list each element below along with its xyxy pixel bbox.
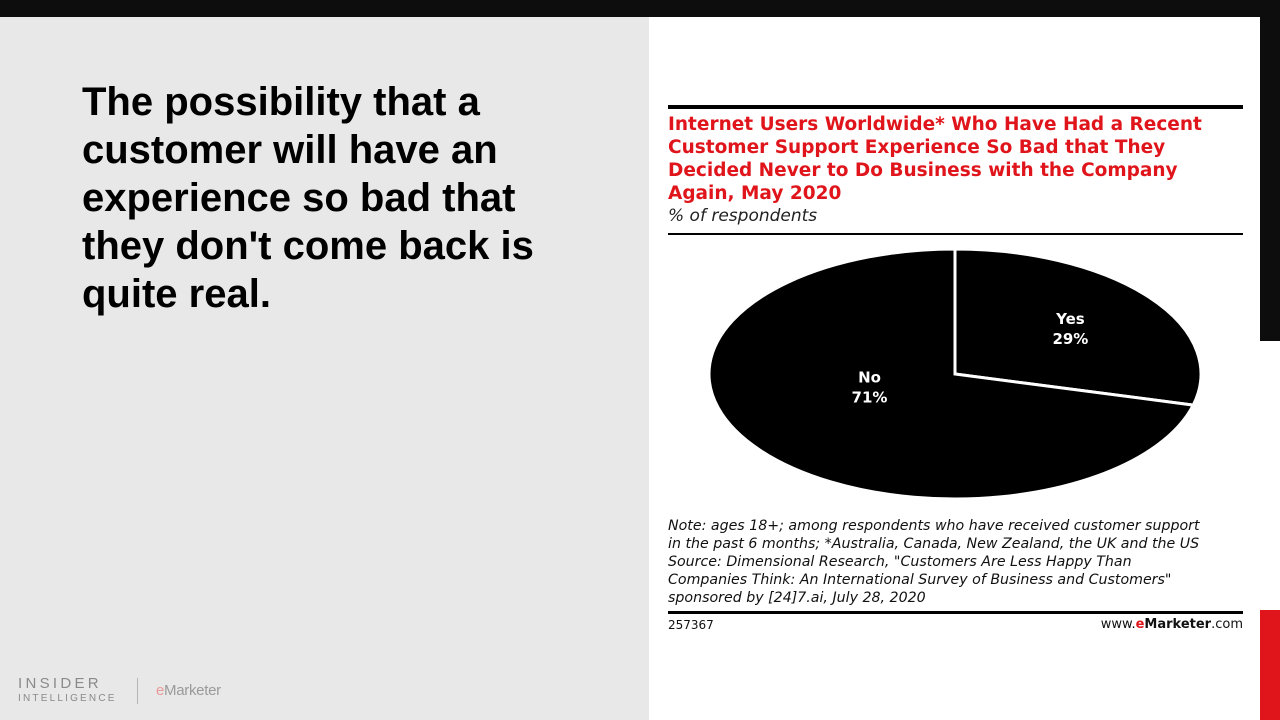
edge-bar-white	[1260, 341, 1280, 610]
pie-slice-yes	[953, 247, 1203, 407]
chart-notes: Note: ages 18+; among respondents who ha…	[668, 517, 1243, 607]
chart-title-rule	[668, 233, 1243, 235]
source-line: Source: Dimensional Research, "Customers…	[668, 554, 1132, 570]
pie-label-no: No	[858, 369, 881, 387]
chart-subtitle: % of respondents	[668, 206, 818, 226]
logo-line-insider: INSIDER	[18, 675, 102, 692]
note-line: in the past 6 months; *Australia, Canada…	[668, 536, 1200, 552]
emarketer-logo-e: e	[156, 682, 165, 699]
pie-slice-no	[707, 247, 1196, 501]
insider-intelligence-logo: INSIDER INTELLIGENCE	[18, 676, 122, 704]
left-panel	[0, 17, 649, 720]
note-line: Note: ages 18+; among respondents who ha…	[668, 518, 1200, 534]
chart-top-rule	[668, 105, 1243, 109]
site-suffix: .com	[1211, 617, 1243, 632]
site-url: www.eMarketer.com	[1100, 617, 1243, 632]
emarketer-logo: eMarketer	[156, 682, 221, 699]
chart-bottom-rule	[668, 611, 1243, 614]
chart-id: 257367	[668, 618, 714, 632]
pie-label-yes: Yes	[1055, 310, 1085, 328]
slide-headline: The possibility that a customer will hav…	[82, 80, 534, 316]
site-prefix: www.	[1100, 617, 1136, 632]
pie-value-yes: 29%	[1052, 330, 1088, 348]
pie-value-no: 71%	[852, 389, 888, 407]
emarketer-logo-rest: Marketer	[164, 682, 221, 699]
source-line: Companies Think: An International Survey…	[668, 572, 1172, 588]
pie-chart: Yes 29% No 71%	[707, 247, 1203, 501]
site-brand-e: e	[1135, 617, 1145, 632]
logo-divider	[137, 678, 138, 704]
source-line: sponsored by [24]7.ai, July 28, 2020	[668, 590, 926, 606]
top-bar	[0, 0, 1280, 17]
edge-bar-red	[1260, 610, 1280, 720]
chart-title: Internet Users Worldwide* Who Have Had a…	[668, 114, 1202, 204]
site-brand-rest: Marketer	[1144, 617, 1212, 632]
logo-line-intelligence: INTELLIGENCE	[18, 693, 117, 704]
edge-bar-dark	[1260, 17, 1280, 341]
